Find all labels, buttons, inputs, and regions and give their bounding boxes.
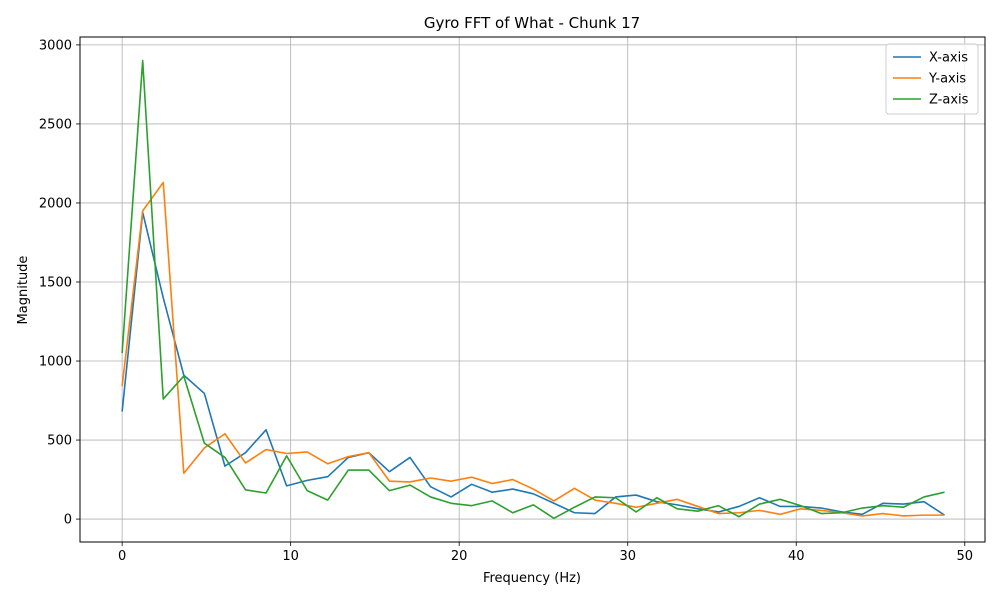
y-tick-label: 2000 (39, 196, 72, 211)
series-line-y-axis (121, 181, 945, 517)
x-axis-label: Frequency (Hz) (483, 571, 581, 586)
legend: X-axis Y-axis Z-axis (885, 43, 979, 115)
x-tick-label: 30 (619, 549, 636, 564)
legend-box (885, 43, 979, 115)
x-tick-label: 50 (957, 549, 974, 564)
x-tick-label: 20 (451, 549, 468, 564)
y-axis-label: Magnitude (16, 256, 31, 325)
series-lines (121, 59, 945, 520)
y-tick-label: 1500 (39, 275, 72, 290)
y-axis-ticks: 0 500 1000 1500 2000 2500 3000 (39, 38, 80, 528)
x-tick-label: 10 (282, 549, 299, 564)
legend-label-y-axis: Y-axis (928, 72, 966, 87)
x-tick-label: 0 (118, 549, 126, 564)
y-tick-label: 3000 (39, 38, 72, 53)
legend-label-x-axis: X-axis (929, 51, 968, 66)
x-axis-ticks: 0 10 20 30 40 50 (118, 542, 973, 564)
y-tick-label: 500 (47, 434, 72, 449)
series-line-x-axis (121, 211, 945, 516)
legend-label-z-axis: Z-axis (929, 93, 969, 108)
plot-frame (79, 36, 986, 543)
grid-lines (80, 37, 985, 542)
x-tick-label: 40 (788, 549, 805, 564)
y-tick-label: 0 (64, 513, 72, 528)
chart-title: Gyro FFT of What - Chunk 17 (424, 14, 640, 32)
y-tick-label: 2500 (39, 117, 72, 132)
y-tick-label: 1000 (39, 355, 72, 370)
series-line-z-axis (121, 59, 945, 520)
